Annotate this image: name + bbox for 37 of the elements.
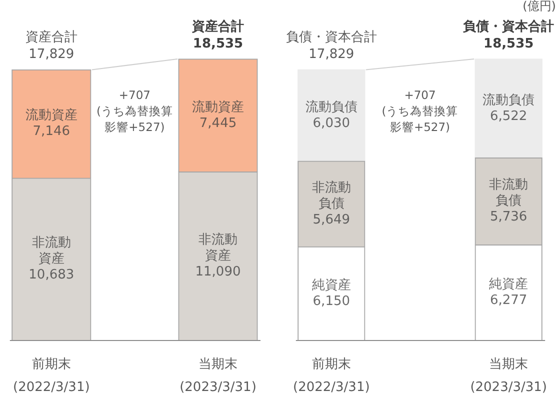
data-label: 11,090 <box>195 264 241 280</box>
data-label: 6,522 <box>490 108 528 124</box>
annotation: 負債・資本合計 <box>286 30 377 46</box>
bar <box>298 69 366 162</box>
text: 流動資産 <box>25 108 78 124</box>
annotation: 負債・資本合計 <box>463 18 554 34</box>
x-tick-label: 前期末 (2022/3/31) <box>292 356 370 395</box>
y-axis-title: (億円) <box>522 0 556 14</box>
data-label: 5,649 <box>312 212 350 228</box>
series-label: 非流動資産 <box>198 231 238 264</box>
data-label: 7,146 <box>32 124 70 140</box>
annotation: +707 (うち為替換算影響+527) <box>96 88 173 134</box>
text: 非流動負債 <box>312 180 351 212</box>
data-label: 5,736 <box>490 210 528 225</box>
total-label: 17,829 <box>28 47 74 62</box>
series-label: 流動負債 <box>482 92 535 108</box>
bar <box>474 58 542 158</box>
annotation: 資産合計 <box>191 18 244 34</box>
x-tick-label: 前期末 (2022/3/31) <box>12 356 90 395</box>
text: 流動負債 <box>305 100 358 115</box>
text: 純資産 <box>312 278 351 293</box>
series-label: 純資産 <box>489 276 528 292</box>
data-label: 10,683 <box>28 267 74 282</box>
series-label: 流動資産 <box>192 98 244 115</box>
x-tick-label: 当期末 (2023/3/31) <box>470 356 548 395</box>
data-label: 6,150 <box>312 294 350 309</box>
data-label: 6,277 <box>490 292 528 308</box>
data-label: 7,445 <box>199 116 237 131</box>
total-label: 18,535 <box>484 36 534 52</box>
series-label: 非流動負債 <box>489 176 528 209</box>
total-label: 18,535 <box>192 36 244 52</box>
text: 非流動資産 <box>32 235 71 266</box>
total-label: 17,829 <box>308 47 354 62</box>
x-tick-label: 当期末 (2023/3/31) <box>180 356 256 395</box>
annotation: 資産合計 <box>25 29 78 46</box>
annotation: +707 (うち為替換算影響+527) <box>382 88 458 134</box>
data-label: 6,030 <box>312 116 350 131</box>
